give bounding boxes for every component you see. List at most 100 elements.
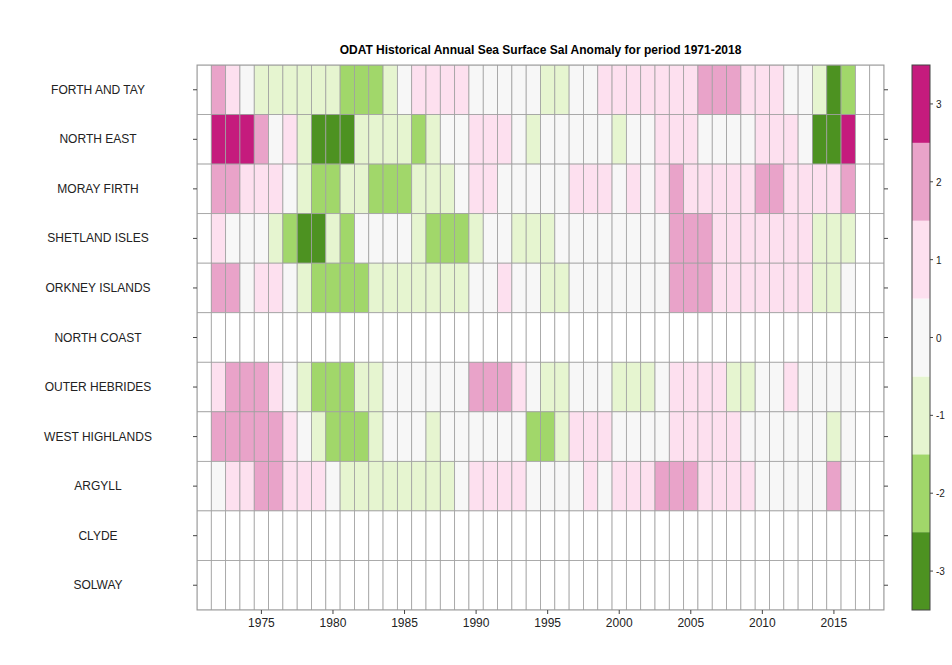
- cell: [240, 511, 254, 561]
- cell: [798, 313, 812, 363]
- cell: [555, 560, 569, 610]
- cell: [583, 313, 597, 363]
- cell: [469, 412, 483, 462]
- cell: [870, 115, 884, 165]
- y-tick: [884, 387, 888, 388]
- y-tick: [193, 436, 197, 437]
- cell: [440, 362, 454, 412]
- row-label: SHETLAND ISLES: [47, 231, 148, 245]
- cell: [526, 313, 540, 363]
- cell: [498, 412, 512, 462]
- cell: [283, 313, 297, 363]
- cell: [354, 115, 368, 165]
- cell: [569, 313, 583, 363]
- cell: [383, 461, 397, 511]
- cell: [512, 313, 526, 363]
- cell: [498, 115, 512, 165]
- row-label: NORTH EAST: [59, 132, 137, 146]
- cell: [770, 164, 784, 214]
- cell: [397, 214, 411, 264]
- cell: [684, 511, 698, 561]
- cell: [655, 313, 669, 363]
- cell: [397, 511, 411, 561]
- cell: [712, 461, 726, 511]
- cell: [798, 115, 812, 165]
- cell: [598, 115, 612, 165]
- x-tick: [261, 610, 262, 614]
- cell: [469, 214, 483, 264]
- y-tick: [193, 188, 197, 189]
- cell: [827, 115, 841, 165]
- cell: [770, 65, 784, 115]
- cell: [841, 412, 855, 462]
- cell: [755, 263, 769, 313]
- cell: [340, 164, 354, 214]
- y-tick: [193, 387, 197, 388]
- cell: [841, 263, 855, 313]
- cell: [455, 164, 469, 214]
- cell: [841, 65, 855, 115]
- cell: [211, 313, 225, 363]
- cell: [312, 560, 326, 610]
- colorbar-bin: [912, 532, 930, 610]
- cell: [669, 164, 683, 214]
- cell: [269, 362, 283, 412]
- cell: [727, 412, 741, 462]
- cell: [412, 263, 426, 313]
- cell: [283, 214, 297, 264]
- cell: [397, 560, 411, 610]
- cell: [412, 313, 426, 363]
- cell: [569, 115, 583, 165]
- cell: [412, 461, 426, 511]
- cell: [669, 115, 683, 165]
- chart: ODAT Historical Annual Sea Surface Sal A…: [0, 0, 952, 665]
- colorbar-bin: [912, 376, 930, 454]
- y-tick: [884, 585, 888, 586]
- cell: [326, 461, 340, 511]
- cell: [197, 263, 211, 313]
- cell: [626, 511, 640, 561]
- x-tick-label: 1990: [463, 616, 490, 630]
- cell: [455, 461, 469, 511]
- cell: [641, 65, 655, 115]
- colorbar-tick: [930, 103, 933, 104]
- cell: [541, 511, 555, 561]
- cell: [741, 115, 755, 165]
- cell: [784, 560, 798, 610]
- cell: [297, 412, 311, 462]
- cell: [312, 164, 326, 214]
- cell: [312, 461, 326, 511]
- cell: [211, 214, 225, 264]
- colorbar-tick: [930, 337, 933, 338]
- cell: [727, 115, 741, 165]
- colorbar-label: -2: [936, 488, 945, 499]
- cell: [669, 511, 683, 561]
- x-tick-label: 1980: [320, 616, 347, 630]
- cell: [297, 560, 311, 610]
- cell: [483, 313, 497, 363]
- cell: [383, 560, 397, 610]
- cell: [812, 263, 826, 313]
- cell: [641, 214, 655, 264]
- cell: [483, 412, 497, 462]
- cell: [798, 65, 812, 115]
- cell: [340, 362, 354, 412]
- cell: [641, 461, 655, 511]
- cell: [555, 362, 569, 412]
- cell: [870, 313, 884, 363]
- cell: [827, 412, 841, 462]
- cell: [612, 560, 626, 610]
- cell: [598, 263, 612, 313]
- cell: [655, 263, 669, 313]
- cell: [283, 362, 297, 412]
- cell: [312, 115, 326, 165]
- cell: [612, 164, 626, 214]
- x-tick: [690, 610, 691, 614]
- cell: [326, 164, 340, 214]
- cell: [440, 115, 454, 165]
- cell: [583, 115, 597, 165]
- cell: [541, 461, 555, 511]
- cell: [455, 560, 469, 610]
- cell: [741, 362, 755, 412]
- colorbar-bin: [912, 221, 930, 299]
